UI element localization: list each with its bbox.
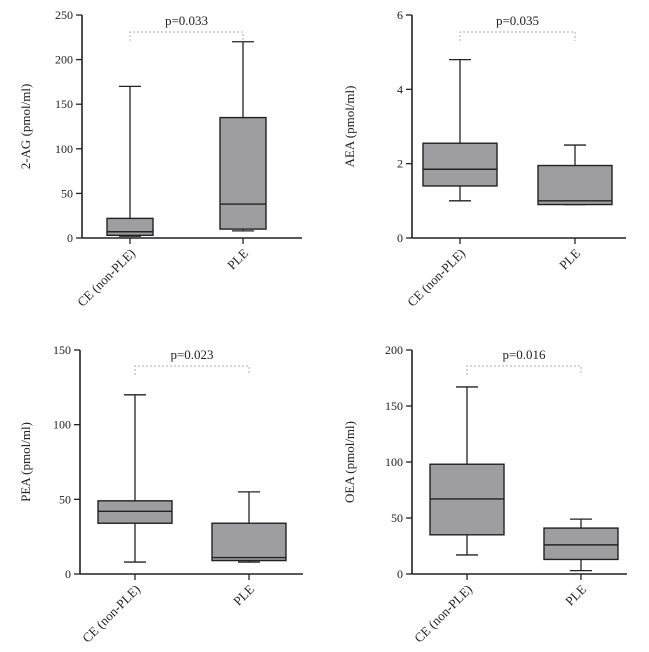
p-value-annotation: p=0.033 bbox=[165, 13, 208, 28]
y-tick-label: 0 bbox=[397, 231, 403, 245]
category-label: CE (non-PLE) bbox=[79, 582, 143, 646]
y-tick-label: 200 bbox=[385, 343, 403, 357]
y-tick-label: 100 bbox=[385, 455, 403, 469]
boxplot-oea: 0 50 100 150 200 OEA (pmol/ml) CE (non-PLE) PLE… bbox=[342, 343, 627, 646]
y-tick-label: 150 bbox=[55, 97, 73, 111]
y-tick-label: 150 bbox=[53, 343, 71, 357]
category-label: CE (non-PLE) bbox=[404, 246, 468, 310]
significance-bracket bbox=[134, 365, 250, 375]
y-tick-label: 50 bbox=[59, 492, 71, 506]
y-tick-label: 50 bbox=[391, 511, 403, 525]
category-label: PLE bbox=[562, 581, 589, 608]
boxplot-aea: 0 2 4 6 AEA (pmol/ml) CE (non-PLE) PLE p=0.035 bbox=[342, 8, 626, 310]
y-tick-label: 2 bbox=[397, 157, 403, 171]
y-tick-label: 0 bbox=[397, 567, 403, 581]
boxplot-2ag: 0 50 100 150 200 250 2-AG (pmol/ml) CE (non-PLE… bbox=[18, 8, 302, 310]
iqr-box bbox=[543, 527, 619, 561]
y-tick-label: 100 bbox=[53, 418, 71, 432]
y-tick-label: 6 bbox=[397, 8, 403, 22]
iqr-box bbox=[219, 116, 267, 230]
iqr-box bbox=[97, 500, 173, 524]
significance-bracket bbox=[459, 31, 576, 41]
p-value-annotation: p=0.035 bbox=[496, 13, 539, 28]
category-label: CE (non-PLE) bbox=[74, 246, 138, 310]
y-axis-label: PEA (pmol/ml) bbox=[18, 422, 33, 502]
y-tick-label: 50 bbox=[61, 186, 73, 200]
y-tick-label: 250 bbox=[55, 8, 73, 22]
y-tick-label: 0 bbox=[65, 567, 71, 581]
significance-bracket bbox=[129, 31, 244, 41]
p-value-annotation: p=0.023 bbox=[170, 347, 213, 362]
category-label: PLE bbox=[230, 581, 257, 608]
y-tick-label: 150 bbox=[385, 399, 403, 413]
category-label: PLE bbox=[224, 245, 251, 272]
iqr-box bbox=[106, 217, 154, 237]
y-axis-label: AEA (pmol/ml) bbox=[342, 86, 357, 168]
y-tick-label: 4 bbox=[397, 82, 403, 96]
iqr-box bbox=[537, 164, 613, 206]
y-axis-label: OEA (pmol/ml) bbox=[342, 421, 357, 503]
category-label: CE (non-PLE) bbox=[411, 582, 475, 646]
iqr-box bbox=[422, 142, 498, 187]
p-value-annotation: p=0.016 bbox=[502, 347, 546, 362]
iqr-box bbox=[211, 522, 287, 562]
y-tick-label: 100 bbox=[55, 142, 73, 156]
boxplot-pea: 0 50 100 150 PEA (pmol/ml) CE (non-PLE) PLE p=0… bbox=[18, 343, 303, 646]
y-axis-label: 2-AG (pmol/ml) bbox=[18, 84, 33, 170]
significance-bracket bbox=[466, 365, 582, 375]
y-tick-label: 0 bbox=[67, 231, 73, 245]
y-tick-label: 200 bbox=[55, 53, 73, 67]
category-label: PLE bbox=[556, 245, 583, 272]
